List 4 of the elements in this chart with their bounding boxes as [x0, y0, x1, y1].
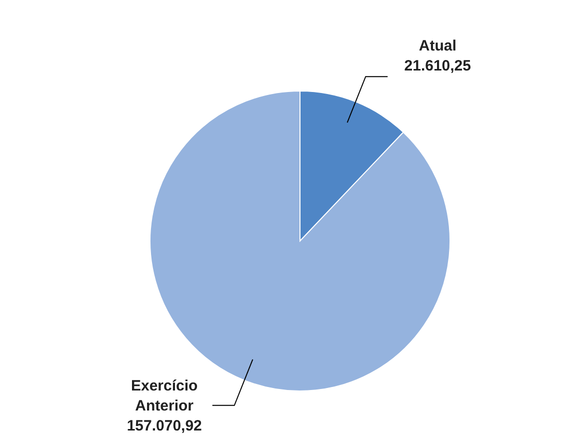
slice-label: Exercício Anterior — [130, 377, 198, 414]
slice-label: Atual — [418, 38, 456, 55]
data-label: 157.070,92 — [126, 417, 202, 434]
data-label: 21.610,25 — [404, 58, 472, 75]
